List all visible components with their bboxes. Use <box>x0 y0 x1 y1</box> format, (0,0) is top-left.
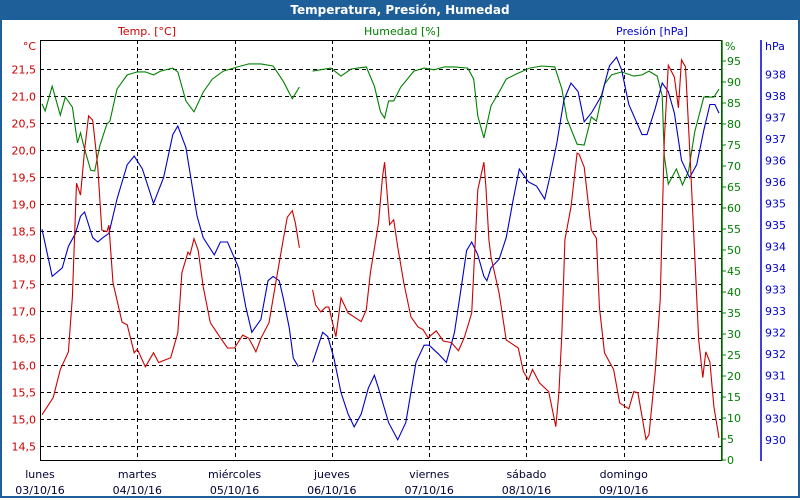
humidity-tick-label: 35 <box>727 307 741 320</box>
temperature-series-line <box>41 114 300 416</box>
pressure-series-line <box>312 56 720 442</box>
x-tick-day-label: domingo <box>600 468 648 481</box>
humidity-tick-label: 95 <box>727 55 741 68</box>
pressure-tick-label: 932 <box>765 326 786 339</box>
pressure-series-line <box>41 124 299 367</box>
pressure-unit-label: hPa <box>765 40 785 53</box>
x-tick-date-label: 06/10/16 <box>307 484 356 497</box>
temperature-series-line <box>312 58 720 442</box>
pressure-tick-label: 935 <box>765 197 786 210</box>
temperature-tick-label: 19,0 <box>12 199 37 212</box>
pressure-tick-label: 931 <box>765 391 786 404</box>
window-title: Temperatura, Presión, Humedad <box>0 0 800 20</box>
x-tick-date-label: 05/10/16 <box>210 484 259 497</box>
pressure-tick-label: 938 <box>765 68 786 81</box>
pressure-tick-label: 937 <box>765 111 786 124</box>
humidity-series-line <box>312 65 720 187</box>
pressure-tick-label: 933 <box>765 283 786 296</box>
humidity-tick-label: 0 <box>727 454 734 467</box>
temperature-tick-label: 14,5 <box>12 441 37 454</box>
temperature-tick-label: 17,5 <box>12 279 37 292</box>
temperature-tick-label: 15,5 <box>12 387 37 400</box>
x-tick-day-label: jueves <box>313 468 350 481</box>
pressure-tick-label: 930 <box>765 412 786 425</box>
pressure-axis-title: Presión [hPa] <box>616 25 688 38</box>
temperature-axis-title: Temp. [°C] <box>117 25 176 38</box>
humidity-unit-label: % <box>725 40 735 53</box>
x-tick-day-label: sábado <box>506 468 546 481</box>
humidity-tick-label: 20 <box>727 370 741 383</box>
humidity-tick-label: 25 <box>727 349 741 362</box>
x-tick-date-label: 09/10/16 <box>599 484 648 497</box>
humidity-tick-label: 60 <box>727 202 741 215</box>
temperature-tick-label: 18,0 <box>12 253 37 266</box>
temperature-tick-label: 18,5 <box>12 226 37 239</box>
x-tick-day-label: miércoles <box>208 468 261 481</box>
pressure-tick-label: 936 <box>765 154 786 167</box>
temperature-tick-label: 21,5 <box>12 64 37 77</box>
humidity-tick-label: 50 <box>727 244 741 257</box>
x-tick-day-label: viernes <box>409 468 449 481</box>
x-tick-day-label: lunes <box>25 468 55 481</box>
humidity-tick-label: 40 <box>727 286 741 299</box>
humidity-tick-label: 65 <box>727 181 741 194</box>
humidity-tick-label: 85 <box>727 97 741 110</box>
temperature-tick-label: 16,5 <box>12 333 37 346</box>
x-tick-date-label: 03/10/16 <box>15 484 64 497</box>
pressure-tick-label: 930 <box>765 434 786 447</box>
x-tick-date-label: 04/10/16 <box>113 484 162 497</box>
temperature-tick-label: 19,5 <box>12 172 37 185</box>
humidity-tick-label: 75 <box>727 139 741 152</box>
pressure-tick-label: 934 <box>765 262 786 275</box>
pressure-tick-label: 937 <box>765 133 786 146</box>
temperature-tick-label: 16,0 <box>12 360 37 373</box>
pressure-tick-label: 936 <box>765 176 786 189</box>
temperature-tick-label: 20,0 <box>12 145 37 158</box>
pressure-tick-label: 931 <box>765 369 786 382</box>
x-tick-date-label: 07/10/16 <box>404 484 453 497</box>
temperature-tick-label: 21,0 <box>12 91 37 104</box>
humidity-tick-label: 45 <box>727 265 741 278</box>
humidity-tick-label: 30 <box>727 328 741 341</box>
x-tick-day-label: martes <box>118 468 157 481</box>
humidity-tick-label: 10 <box>727 412 741 425</box>
humidity-tick-label: 15 <box>727 391 741 404</box>
temperature-tick-label: 20,5 <box>12 118 37 131</box>
humidity-tick-label: 5 <box>727 433 734 446</box>
x-tick-date-label: 08/10/16 <box>502 484 551 497</box>
pressure-tick-label: 935 <box>765 219 786 232</box>
pressure-tick-label: 934 <box>765 240 786 253</box>
series-lines <box>41 56 720 442</box>
humidity-tick-label: 90 <box>727 76 741 89</box>
pressure-tick-label: 932 <box>765 348 786 361</box>
humidity-axis-title: Humedad [%] <box>364 25 440 38</box>
humidity-tick-label: 80 <box>727 118 741 131</box>
temperature-unit-label: °C <box>23 40 37 53</box>
humidity-tick-label: 55 <box>727 223 741 236</box>
temperature-tick-label: 15,0 <box>12 414 37 427</box>
pressure-tick-label: 938 <box>765 90 786 103</box>
humidity-tick-label: 70 <box>727 160 741 173</box>
humidity-series-line <box>41 63 300 172</box>
temperature-tick-label: 17,0 <box>12 306 37 319</box>
tick-labels: 14,5 15,0 15,5 16,0 16,5 17,0 17,5 18,0 18,5 19,0… <box>12 55 787 497</box>
pressure-tick-label: 933 <box>765 305 786 318</box>
